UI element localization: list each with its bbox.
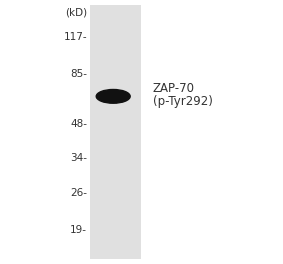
Text: ZAP-70: ZAP-70 [153, 82, 195, 95]
Text: 85-: 85- [70, 69, 87, 79]
Text: (p-Tyr292): (p-Tyr292) [153, 95, 213, 108]
Ellipse shape [96, 89, 130, 103]
Text: 19-: 19- [70, 225, 87, 235]
Text: 26-: 26- [70, 188, 87, 198]
Text: (kD): (kD) [66, 8, 88, 18]
Bar [90, 5, 141, 259]
Text: 34-: 34- [70, 153, 87, 163]
Text: 48-: 48- [70, 119, 87, 129]
Text: 117-: 117- [64, 32, 87, 42]
